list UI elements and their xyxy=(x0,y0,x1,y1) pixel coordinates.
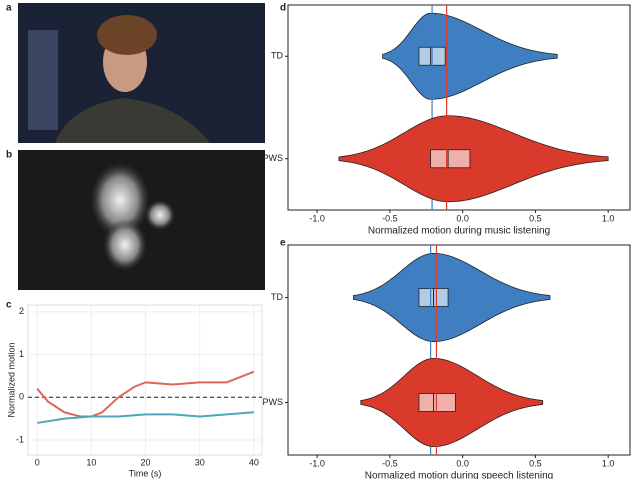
y-tick-label: 1 xyxy=(19,349,24,359)
panel-label: c xyxy=(6,300,12,311)
x-tick-label: 0 xyxy=(35,457,40,467)
x-tick-label: -1.0 xyxy=(309,458,325,468)
x-axis-label: Normalized motion during speech listenin… xyxy=(365,471,553,479)
x-tick-label: 0.0 xyxy=(456,213,469,223)
charts: a b c d e 0 10 20 30 40 -1 0 1 2 Time (s) Normalized mo… xyxy=(6,3,631,479)
panel-label: a xyxy=(6,3,12,14)
y-tick-label: PWS xyxy=(262,153,283,163)
panel-label: e xyxy=(280,238,286,249)
trend-line xyxy=(37,411,254,424)
violin xyxy=(338,115,609,203)
y-tick-label: 2 xyxy=(19,306,24,316)
plot-area xyxy=(27,304,263,456)
y-tick-label: -1 xyxy=(16,434,24,444)
trend-line xyxy=(36,370,255,418)
motion-image xyxy=(18,150,265,290)
violin xyxy=(382,12,558,100)
panel-label: b xyxy=(6,150,12,161)
x-axis-label: Time (s) xyxy=(129,468,162,478)
panel-label: d xyxy=(280,3,286,14)
x-tick-label: 0.5 xyxy=(529,458,542,468)
y-tick-label: TD xyxy=(271,51,283,61)
x-tick-label: 10 xyxy=(86,457,96,467)
x-tick-label: -0.5 xyxy=(382,213,398,223)
x-axis-label: Normalized motion during music listening xyxy=(368,226,550,237)
x-tick-label: 1.0 xyxy=(602,213,615,223)
y-tick-label: 0 xyxy=(19,392,24,402)
x-tick-label: -0.5 xyxy=(382,458,398,468)
photo xyxy=(18,3,265,143)
x-tick-label: 0.5 xyxy=(529,213,542,223)
x-tick-label: -1.0 xyxy=(309,213,325,223)
y-tick-label: PWS xyxy=(262,397,283,407)
x-tick-label: 30 xyxy=(195,457,205,467)
box xyxy=(418,393,456,412)
y-axis-label: Normalized motion xyxy=(6,342,16,417)
box xyxy=(430,149,471,169)
x-tick-label: 40 xyxy=(249,457,259,467)
x-tick-label: 20 xyxy=(141,457,151,467)
violin xyxy=(353,253,551,342)
y-tick-label: TD xyxy=(271,292,283,302)
x-tick-label: 0.0 xyxy=(456,458,469,468)
x-tick-label: 1.0 xyxy=(602,458,615,468)
